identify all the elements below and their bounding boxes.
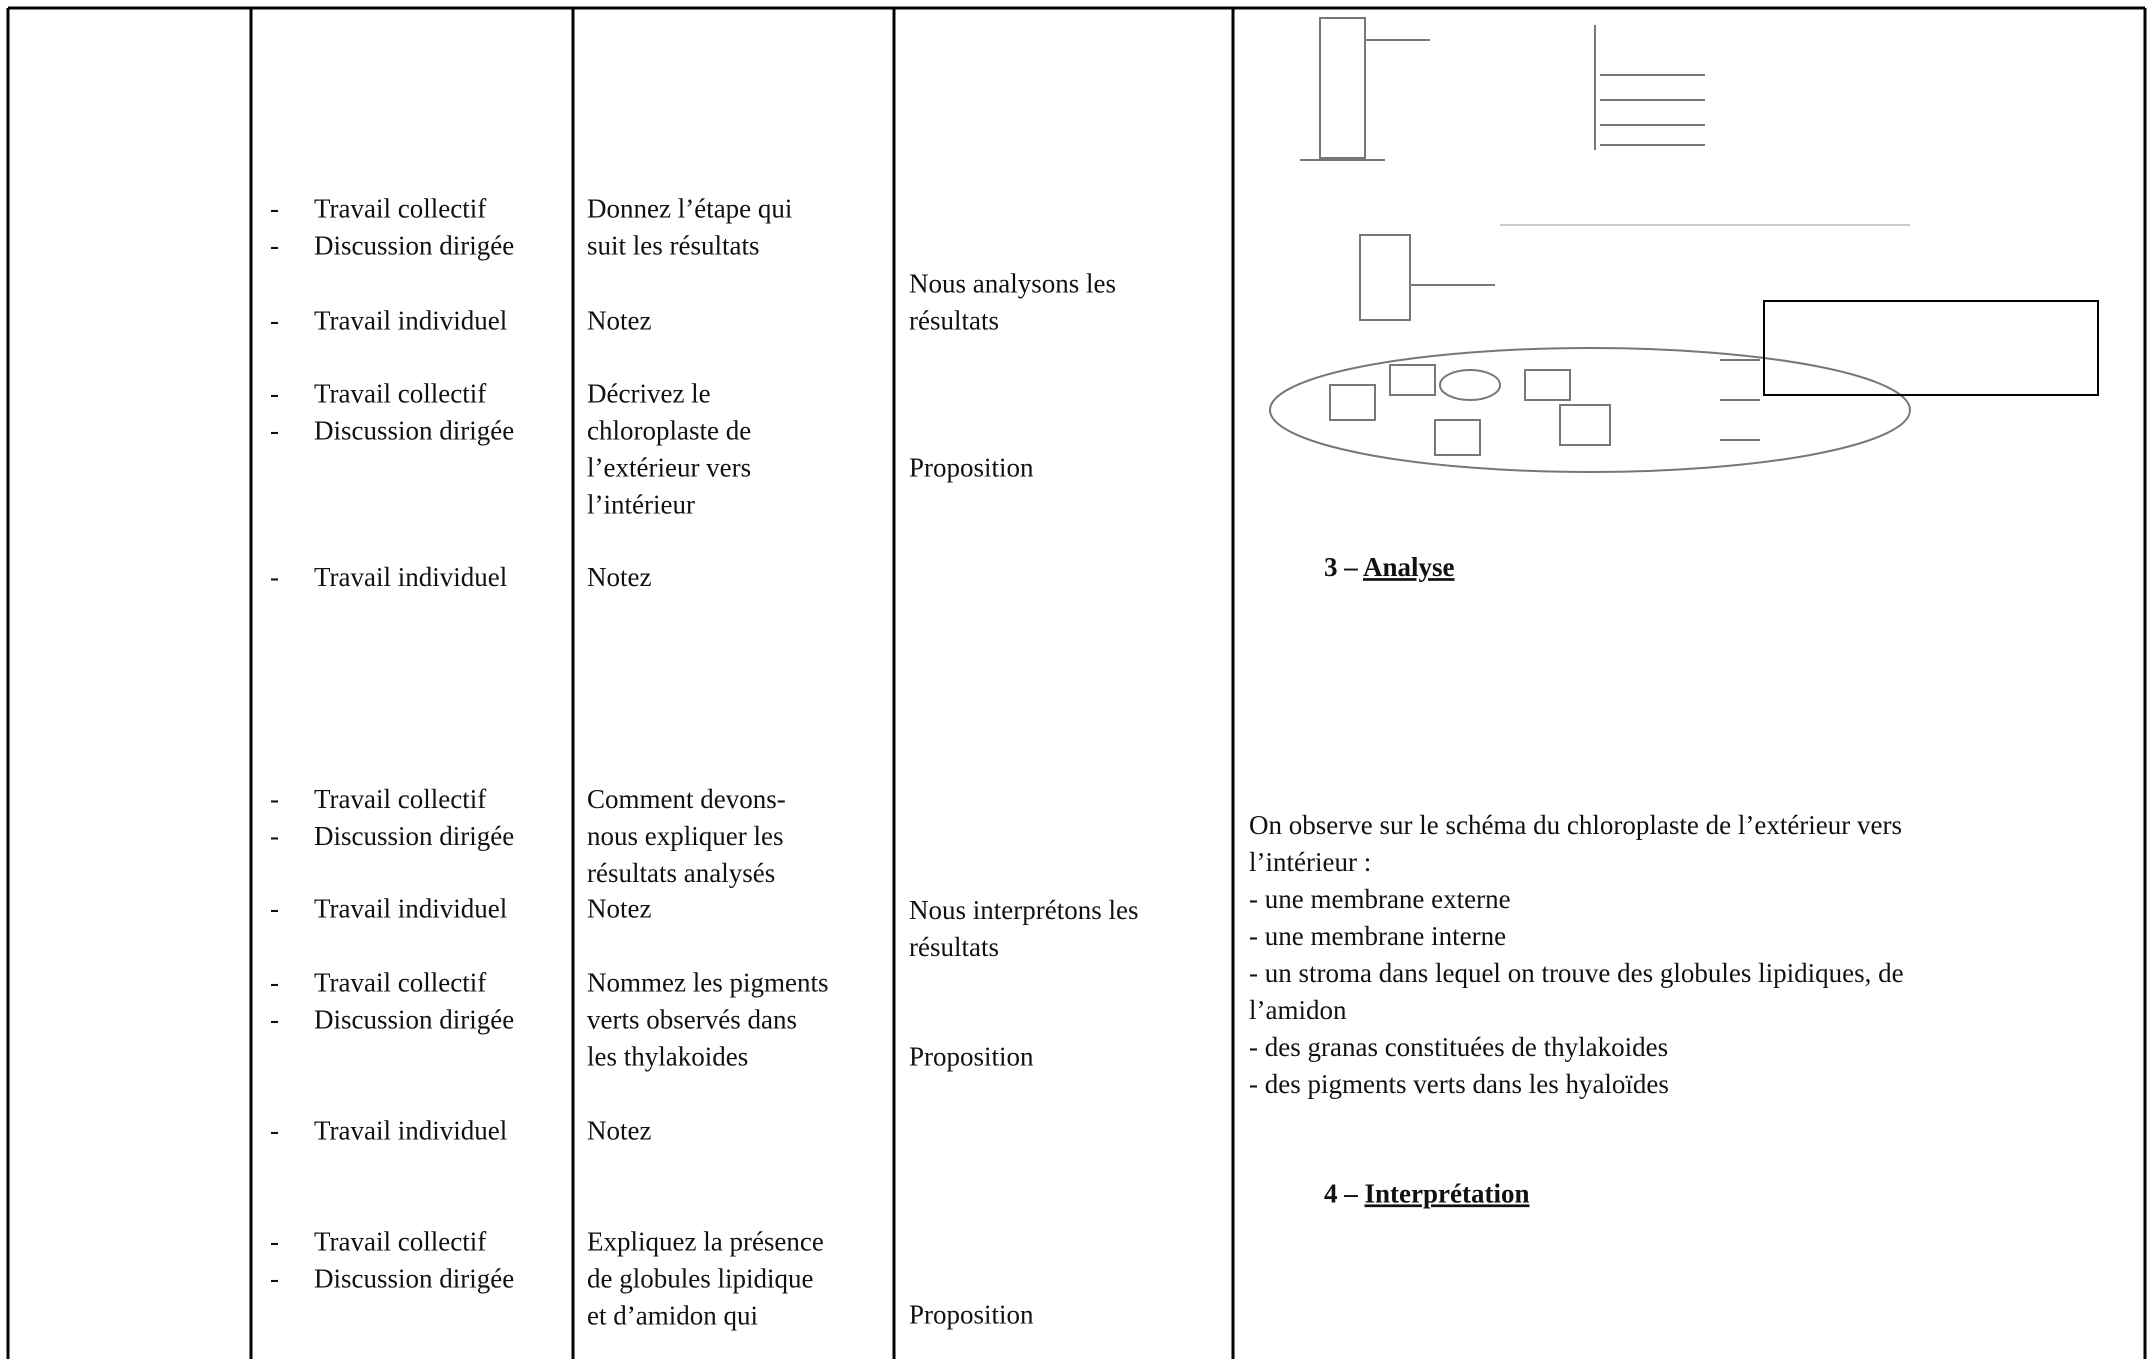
analysis-line: On observe sur le schéma du chloroplaste… [1249,810,1902,840]
method: Travail individuel [314,562,507,592]
prompt: les thylakoides [587,1042,748,1072]
prompt: Notez [587,562,651,592]
method: Discussion dirigée [314,230,514,260]
method: Discussion dirigée [314,1264,514,1294]
step: Proposition [909,1299,1034,1329]
bullet: - [270,894,279,924]
prompt: Décrivez le [587,378,711,408]
prompt: Expliquez la présence [587,1227,824,1257]
prompt: de globules lipidique [587,1264,813,1294]
bullet: - [270,784,279,814]
bullet: - [270,378,279,408]
method: Discussion dirigée [314,821,514,851]
method: Travail collectif [314,193,486,223]
method: Travail individuel [314,894,507,924]
prompt: résultats analysés [587,858,775,888]
analysis-line: l’intérieur : [1249,847,1371,877]
prompt: Nommez les pigments [587,968,828,998]
prompt: Notez [587,306,651,336]
step: résultats [909,932,999,962]
prompt: et d’amidon qui [587,1301,758,1331]
section-heading: 4 – Interprétation [1324,1179,1529,1209]
method: Travail collectif [314,1227,486,1257]
prompt: l’intérieur [587,489,695,519]
step: Nous analysons les [909,269,1116,299]
bullet: - [270,193,279,223]
method: Travail collectif [314,378,486,408]
step: résultats [909,306,999,336]
step: Proposition [909,452,1034,482]
analysis-line: - des pigments verts dans les hyaloïdes [1249,1069,1669,1099]
prompt: Donnez l’étape qui [587,193,792,223]
prompt: Comment devons- [587,784,786,814]
bullet: - [270,1227,279,1257]
bullet: - [270,415,279,445]
table-borders [6,6,2147,1359]
content: - Travail collectif - Discussion dirigée - Tr… [270,193,1904,1330]
analysis-line: - une membrane externe [1249,884,1511,914]
bullet: - [270,230,279,260]
section-number: 3 – [1324,552,1358,582]
prompt: chloroplaste de [587,415,751,445]
method: Discussion dirigée [314,1005,514,1035]
bullet: - [270,1005,279,1035]
bullet: - [270,968,279,998]
step: Proposition [909,1042,1034,1072]
method: Travail collectif [314,968,486,998]
section-title: Analyse [1363,552,1455,582]
analysis-line: - des granas constituées de thylakoides [1249,1032,1668,1062]
analysis-line: - un stroma dans lequel on trouve des gl… [1249,958,1904,988]
method: Discussion dirigée [314,415,514,445]
method: Travail collectif [314,784,486,814]
prompt: verts observés dans [587,1005,797,1035]
section-heading: 3 – Analyse [1324,552,1455,582]
method: Travail individuel [314,306,507,336]
bullet: - [270,1264,279,1294]
bullet: - [270,562,279,592]
analysis-line: l’amidon [1249,995,1347,1025]
section-number: 4 – [1324,1179,1358,1209]
prompt: Notez [587,894,651,924]
prompt: suit les résultats [587,230,759,260]
section-title: Interprétation [1365,1179,1530,1209]
sketches [1269,17,2099,473]
method: Travail individuel [314,1116,507,1146]
prompt: l’extérieur vers [587,452,751,482]
bullet: - [270,821,279,851]
bullet: - [270,306,279,336]
prompt: Notez [587,1116,651,1146]
analysis-line: - une membrane interne [1249,921,1506,951]
bullet: - [270,1116,279,1146]
step: Nous interprétons les [909,895,1138,925]
prompt: nous expliquer les [587,821,783,851]
